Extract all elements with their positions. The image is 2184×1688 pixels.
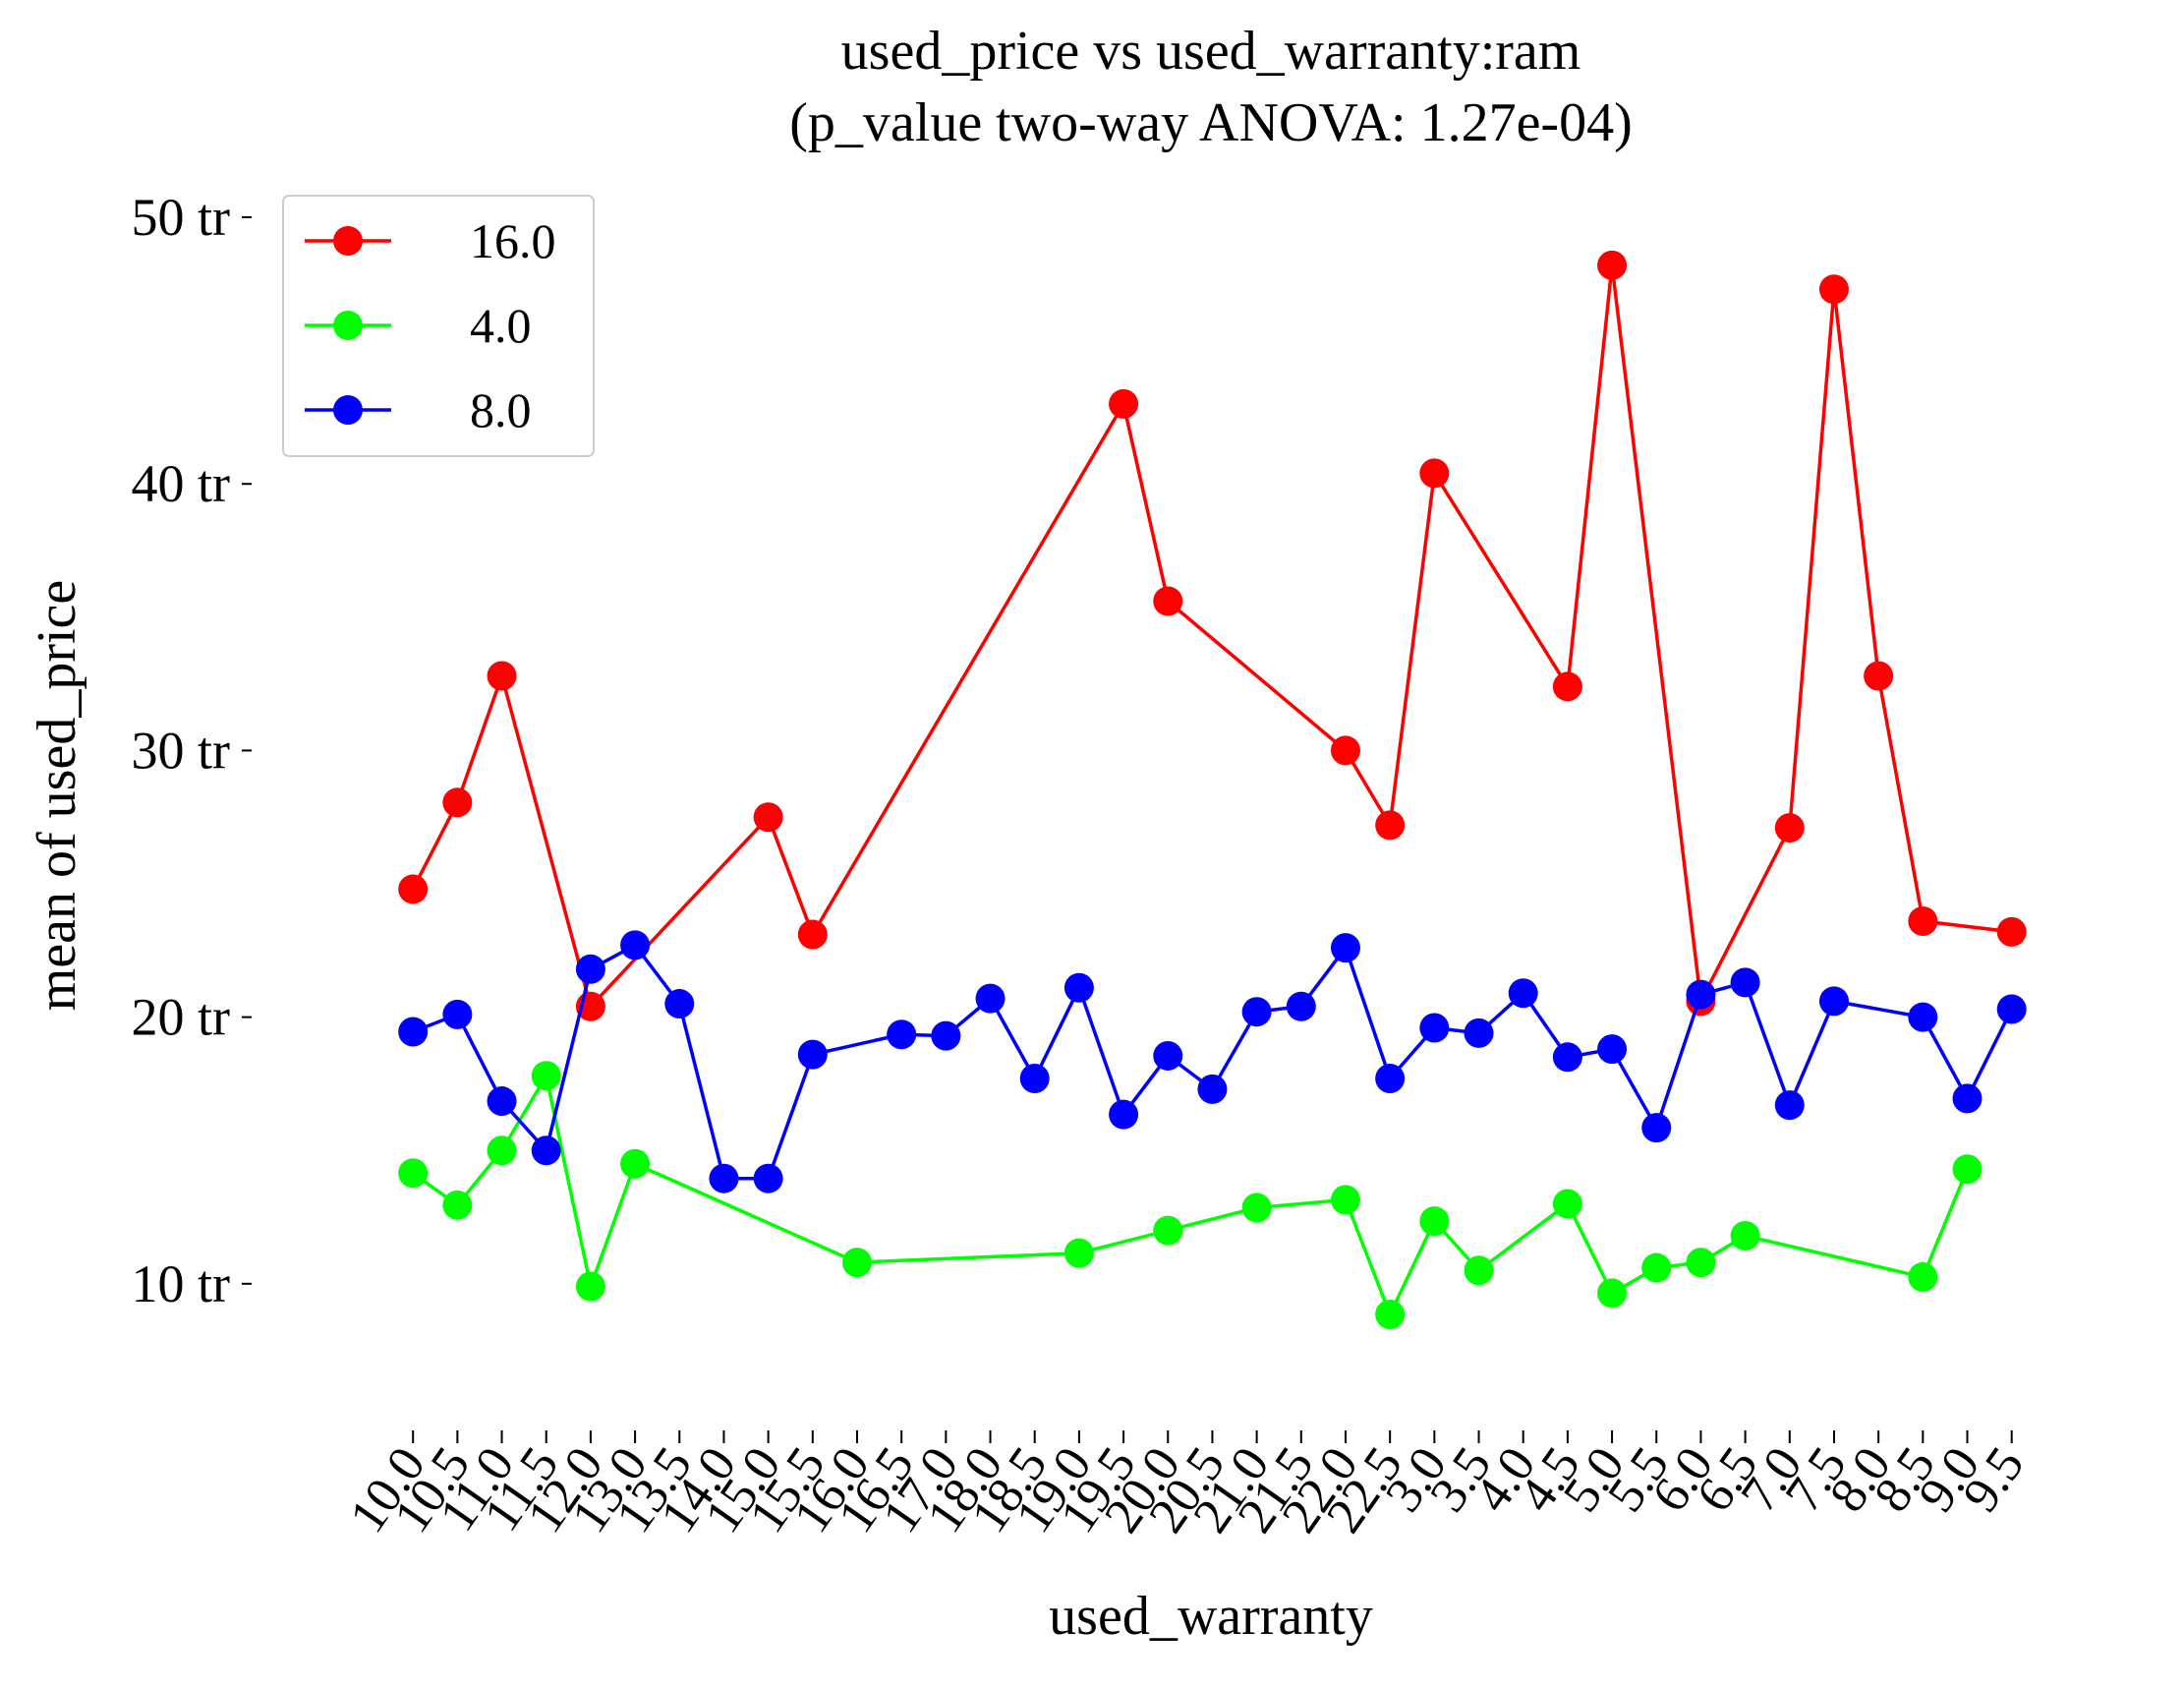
- data-point: [1686, 1248, 1716, 1278]
- data-point: [709, 1163, 739, 1193]
- data-point: [1996, 916, 2027, 947]
- data-point: [1153, 1215, 1183, 1246]
- data-point: [1597, 1278, 1628, 1309]
- data-point: [1375, 810, 1406, 841]
- data-point: [1063, 1238, 1094, 1268]
- y-tick-label: 50 tr: [132, 188, 231, 247]
- data-point: [1375, 1063, 1406, 1093]
- data-point: [1019, 1063, 1050, 1093]
- data-point: [1375, 1300, 1406, 1330]
- data-point: [1952, 1154, 1983, 1185]
- data-point: [1774, 1090, 1805, 1121]
- data-point: [1552, 1189, 1582, 1219]
- data-point: [442, 999, 473, 1029]
- legend-label: 4.0: [470, 298, 532, 353]
- data-point: [1109, 1099, 1139, 1130]
- legend-marker: [333, 311, 363, 340]
- data-point: [753, 1163, 783, 1193]
- data-point: [398, 1017, 429, 1047]
- chart-title: used_price vs used_warranty:ram: [841, 21, 1581, 82]
- y-tick-label: 10 tr: [132, 1254, 231, 1313]
- data-point: [1241, 1193, 1272, 1223]
- legend-label: 8.0: [470, 382, 532, 437]
- x-axis-label: used_warranty: [1049, 1586, 1373, 1647]
- data-point: [975, 983, 1006, 1014]
- data-point: [887, 1019, 917, 1050]
- data-point: [1419, 458, 1450, 489]
- data-point: [531, 1135, 561, 1166]
- data-point: [1686, 979, 1716, 1010]
- data-point: [1330, 1185, 1360, 1215]
- chart-subtitle: (p_value two-way ANOVA: 1.27e-04): [789, 92, 1632, 153]
- legend-box: [282, 195, 595, 457]
- data-point: [1286, 991, 1316, 1021]
- data-point: [797, 1039, 828, 1070]
- data-point: [1109, 388, 1139, 419]
- legend-marker: [333, 226, 363, 256]
- data-point: [1730, 967, 1760, 998]
- data-point: [1730, 1221, 1760, 1251]
- data-point: [1952, 1083, 1983, 1114]
- data-point: [1508, 978, 1538, 1009]
- y-tick-label: 30 tr: [132, 721, 231, 780]
- data-point: [575, 1271, 605, 1302]
- data-point: [1063, 972, 1094, 1003]
- data-point: [487, 1086, 517, 1117]
- data-point: [1330, 933, 1360, 963]
- data-point: [1908, 1002, 1938, 1032]
- data-point: [1330, 735, 1360, 766]
- series-line: [412, 943, 2014, 1181]
- data-point: [1552, 671, 1582, 702]
- data-point: [753, 802, 783, 833]
- x-tick-label: 9.5: [1953, 1437, 2036, 1522]
- data-point: [931, 1020, 961, 1051]
- data-point: [664, 989, 695, 1019]
- data-point: [1464, 1018, 1494, 1048]
- data-point: [797, 919, 828, 950]
- data-point: [620, 1148, 651, 1179]
- data-point: [1153, 1040, 1183, 1071]
- data-point: [1818, 986, 1849, 1017]
- data-point: [398, 1158, 429, 1189]
- y-tick-label: 20 tr: [132, 988, 231, 1047]
- data-point: [575, 954, 605, 984]
- data-point: [398, 874, 429, 904]
- data-point: [1774, 813, 1805, 844]
- y-axis-label: mean of used_price: [27, 580, 87, 1011]
- data-point: [442, 1190, 473, 1220]
- data-point: [531, 1061, 561, 1091]
- data-point: [1908, 905, 1938, 936]
- data-point: [1908, 1262, 1938, 1293]
- data-point: [1419, 1013, 1450, 1043]
- data-point: [1552, 1042, 1582, 1073]
- data-point: [1864, 661, 1894, 691]
- data-point: [1818, 274, 1849, 305]
- data-point: [442, 787, 473, 818]
- data-point: [1641, 1113, 1672, 1143]
- data-point: [1996, 994, 2027, 1024]
- data-point: [1597, 1034, 1628, 1065]
- data-point: [1597, 250, 1628, 280]
- data-point: [620, 930, 651, 960]
- legend-marker: [333, 395, 363, 425]
- data-point: [1241, 997, 1272, 1027]
- data-point: [1419, 1206, 1450, 1237]
- y-tick-label: 40 tr: [132, 454, 231, 513]
- data-point: [1464, 1255, 1494, 1286]
- data-point: [487, 661, 517, 691]
- legend-label: 16.0: [470, 213, 556, 268]
- data-point: [487, 1135, 517, 1166]
- series-line: [412, 1071, 1970, 1319]
- data-point: [1641, 1252, 1672, 1283]
- series-line: [411, 264, 2012, 1011]
- data-point: [1197, 1074, 1228, 1104]
- data-point: [841, 1248, 872, 1278]
- data-point: [1153, 586, 1183, 616]
